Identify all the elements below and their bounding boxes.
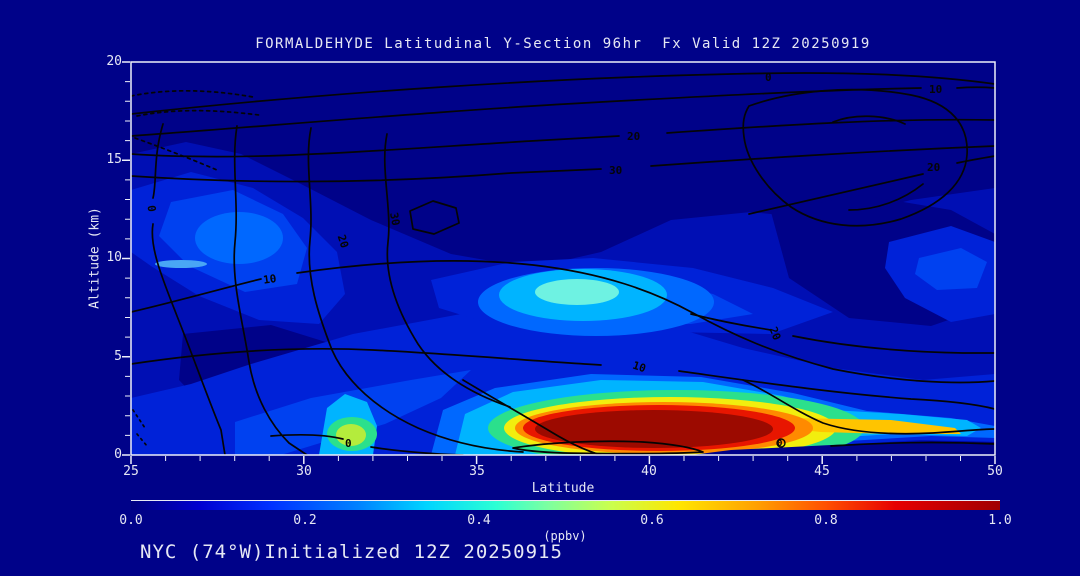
y-major-ticks [122, 61, 130, 456]
y-tick-10: 10 [106, 250, 122, 265]
x-tick-45: 45 [814, 464, 830, 479]
x-minor-ticks [165, 456, 961, 461]
colorbar-unit-label: (ppbv) [543, 529, 587, 543]
x-tick-25: 25 [123, 464, 139, 479]
y-axis-label: Altitude (km) [87, 207, 103, 309]
colorbar-tick-0.0: 0.0 [119, 513, 143, 528]
x-tick-30: 30 [296, 464, 312, 479]
y-tick-5: 5 [114, 349, 122, 364]
x-tick-35: 35 [469, 464, 485, 479]
colorbar-tick-0.4: 0.4 [467, 513, 491, 528]
svg-text:30: 30 [387, 211, 402, 226]
svg-text:10: 10 [929, 83, 942, 96]
y-minor-ticks [125, 81, 130, 436]
svg-text:0: 0 [765, 71, 772, 84]
svg-text:0: 0 [777, 439, 782, 449]
svg-text:0: 0 [345, 437, 352, 450]
colorbar-tick-0.6: 0.6 [640, 513, 664, 528]
y-tick-0: 0 [114, 447, 122, 462]
colorbar-tick-0.8: 0.8 [814, 513, 838, 528]
x-tick-50: 50 [987, 464, 1003, 479]
svg-text:0: 0 [145, 205, 159, 213]
chart-title: FORMALDEHYDE Latitudinal Y-Section 96hr … [255, 36, 871, 52]
x-axis-label: Latitude [531, 481, 595, 496]
colorbar-tick-1.0: 1.0 [988, 513, 1012, 528]
colorbar [131, 500, 1000, 510]
svg-text:30: 30 [609, 164, 622, 177]
init-info-text: NYC (74°W)Initialized 12Z 20250915 [140, 541, 563, 563]
svg-text:20: 20 [627, 130, 640, 143]
svg-text:10: 10 [262, 272, 277, 287]
plot-area: 0 10 20 30 20 30 20 0 10 10 20 0 0 [131, 62, 995, 455]
y-tick-20: 20 [106, 54, 122, 69]
svg-text:20: 20 [927, 161, 940, 174]
x-major-ticks [130, 456, 996, 464]
contour-plot: 0 10 20 30 20 30 20 0 10 10 20 0 0 [131, 62, 995, 455]
x-tick-40: 40 [641, 464, 657, 479]
colorbar-tick-0.2: 0.2 [293, 513, 317, 528]
y-tick-15: 15 [106, 152, 122, 167]
